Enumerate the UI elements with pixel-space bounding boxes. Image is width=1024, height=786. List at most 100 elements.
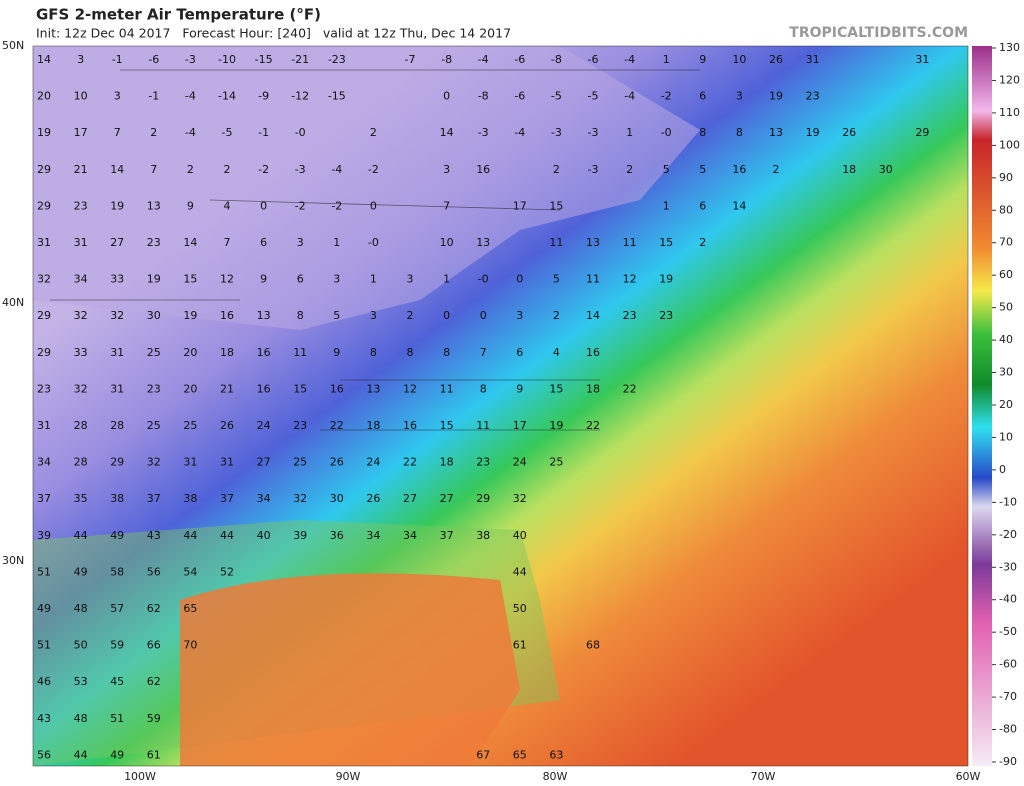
station-value: 49 xyxy=(110,529,124,542)
station-value: 34 xyxy=(403,529,417,542)
station-value: 11 xyxy=(440,382,454,395)
station-value: 8 xyxy=(407,346,414,359)
station-value: 27 xyxy=(403,492,417,505)
station-value: 2 xyxy=(407,309,414,322)
station-value: 3 xyxy=(297,236,304,249)
station-value: 68 xyxy=(586,639,600,652)
station-value: 66 xyxy=(147,639,161,652)
station-value: 56 xyxy=(37,748,51,761)
lon-label: 80W xyxy=(543,770,568,783)
station-value: -15 xyxy=(255,53,273,66)
station-value: 29 xyxy=(476,492,490,505)
station-value: 11 xyxy=(476,419,490,432)
colorbar-label: 100 xyxy=(999,138,1020,151)
station-value: 2 xyxy=(699,236,706,249)
station-value: 0 xyxy=(516,273,523,286)
station-value: 23 xyxy=(293,419,307,432)
station-value: 29 xyxy=(37,163,51,176)
station-value: 19 xyxy=(183,309,197,322)
station-value: 34 xyxy=(37,456,51,469)
station-value: 43 xyxy=(147,529,161,542)
station-value: 50 xyxy=(74,639,88,652)
station-value: 5 xyxy=(699,163,706,176)
station-value: 0 xyxy=(480,309,487,322)
station-value: 37 xyxy=(220,492,234,505)
station-value: 26 xyxy=(220,419,234,432)
station-value: 37 xyxy=(440,529,454,542)
station-value: 14 xyxy=(732,199,746,212)
station-value: 27 xyxy=(110,236,124,249)
colorbar-label: 10 xyxy=(999,430,1013,443)
station-value: 13 xyxy=(257,309,271,322)
station-value: 44 xyxy=(74,529,88,542)
station-value: 25 xyxy=(147,419,161,432)
station-value: 2 xyxy=(187,163,194,176)
station-value: 58 xyxy=(110,565,124,578)
station-value: 8 xyxy=(699,126,706,139)
station-value: -4 xyxy=(514,126,525,139)
station-value: 18 xyxy=(366,419,380,432)
station-value: -6 xyxy=(588,53,599,66)
station-value: -4 xyxy=(331,163,342,176)
station-value: -5 xyxy=(551,90,562,103)
station-value: 25 xyxy=(549,456,563,469)
station-value: 33 xyxy=(110,273,124,286)
station-value: 2 xyxy=(553,163,560,176)
station-value: -1 xyxy=(148,90,159,103)
station-value: 23 xyxy=(147,382,161,395)
station-value: 12 xyxy=(220,273,234,286)
station-value: 65 xyxy=(183,602,197,615)
station-value: 32 xyxy=(147,456,161,469)
station-value: 13 xyxy=(147,199,161,212)
station-value: 3 xyxy=(516,309,523,322)
station-value: -15 xyxy=(328,90,346,103)
station-value: 2 xyxy=(370,126,377,139)
station-value: 9 xyxy=(333,346,340,359)
station-value: 31 xyxy=(220,456,234,469)
station-value: 40 xyxy=(257,529,271,542)
colorbar xyxy=(972,46,992,766)
gulf xyxy=(180,573,520,766)
station-value: 28 xyxy=(74,456,88,469)
station-value: -3 xyxy=(551,126,562,139)
station-value: -3 xyxy=(588,126,599,139)
station-value: 2 xyxy=(773,163,780,176)
station-value: 19 xyxy=(659,273,673,286)
station-value: 8 xyxy=(297,309,304,322)
station-value: 33 xyxy=(74,346,88,359)
boundaries xyxy=(32,45,969,767)
station-value: -4 xyxy=(478,53,489,66)
station-value: 32 xyxy=(74,309,88,322)
station-value: 25 xyxy=(147,346,161,359)
title: GFS 2-meter Air Temperature (°F) xyxy=(36,6,321,24)
colorbar-label: -40 xyxy=(999,593,1017,606)
station-value: 20 xyxy=(183,382,197,395)
station-value: 51 xyxy=(110,712,124,725)
station-value: 10 xyxy=(732,53,746,66)
station-value: 26 xyxy=(330,456,344,469)
colorbar-label: 60 xyxy=(999,268,1013,281)
station-value: 32 xyxy=(513,492,527,505)
station-value: 16 xyxy=(403,419,417,432)
station-value: 16 xyxy=(476,163,490,176)
station-value: 38 xyxy=(110,492,124,505)
station-value: 19 xyxy=(110,199,124,212)
station-value: 35 xyxy=(74,492,88,505)
colorbar-label: 130 xyxy=(999,41,1020,54)
lat-label: 30N xyxy=(2,554,24,567)
station-value: -3 xyxy=(478,126,489,139)
station-value: -6 xyxy=(148,53,159,66)
station-value: 31 xyxy=(110,346,124,359)
station-value: -4 xyxy=(185,90,196,103)
station-value: 26 xyxy=(769,53,783,66)
station-value: 49 xyxy=(110,748,124,761)
colorbar-label: 80 xyxy=(999,203,1013,216)
station-value: 37 xyxy=(37,492,51,505)
station-value: -2 xyxy=(368,163,379,176)
station-value: 54 xyxy=(183,565,197,578)
station-value: 23 xyxy=(147,236,161,249)
station-value: 32 xyxy=(37,273,51,286)
station-value: 49 xyxy=(74,565,88,578)
station-value: -6 xyxy=(514,53,525,66)
station-value: 17 xyxy=(74,126,88,139)
